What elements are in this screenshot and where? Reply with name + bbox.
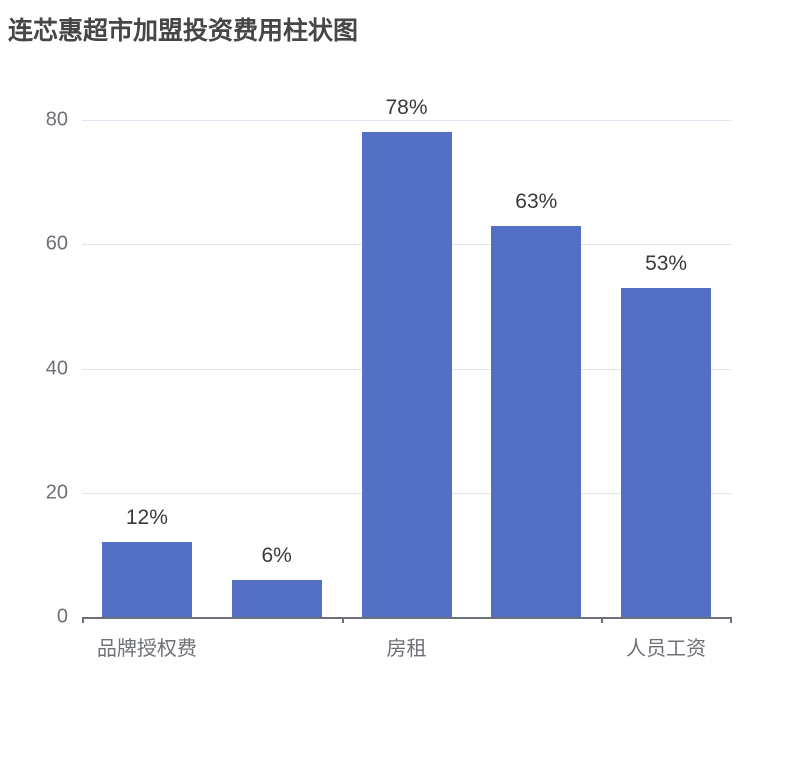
bar-value-label-1: 6%: [261, 543, 292, 567]
bar-value-label-3: 63%: [515, 189, 558, 213]
ytick-label-40: 40: [45, 357, 68, 380]
gridline-80: [82, 120, 731, 121]
bar-value-label-0: 12%: [125, 506, 168, 530]
chart-title: 连芯惠超市加盟投资费用柱状图: [8, 17, 359, 45]
plot-area: 12% 6% 78% 63% 53%: [82, 96, 731, 617]
bar-3[interactable]: [491, 225, 582, 617]
bar-4[interactable]: [621, 287, 712, 617]
bar-value-label-4: 53%: [645, 251, 688, 275]
x-axis-tick-2: [341, 617, 344, 623]
x-axis-label-0: 品牌授权费: [96, 638, 197, 660]
x-axis-tick-0: [82, 617, 84, 623]
x-axis-label-1: 房租: [386, 638, 427, 660]
x-axis-tick-5: [730, 617, 732, 623]
bar-0[interactable]: [101, 542, 192, 617]
ytick-label-60: 60: [45, 232, 68, 255]
ytick-label-80: 80: [45, 108, 68, 131]
ytick-label-0: 0: [56, 605, 68, 628]
bar-2[interactable]: [361, 132, 452, 617]
ytick-label-20: 20: [45, 481, 68, 504]
x-axis-line: [82, 617, 732, 619]
x-axis-label-2: 人员工资: [626, 638, 707, 660]
bar-1[interactable]: [231, 579, 322, 617]
x-axis-tick-4: [601, 617, 604, 623]
bar-value-label-2: 78%: [385, 96, 428, 120]
